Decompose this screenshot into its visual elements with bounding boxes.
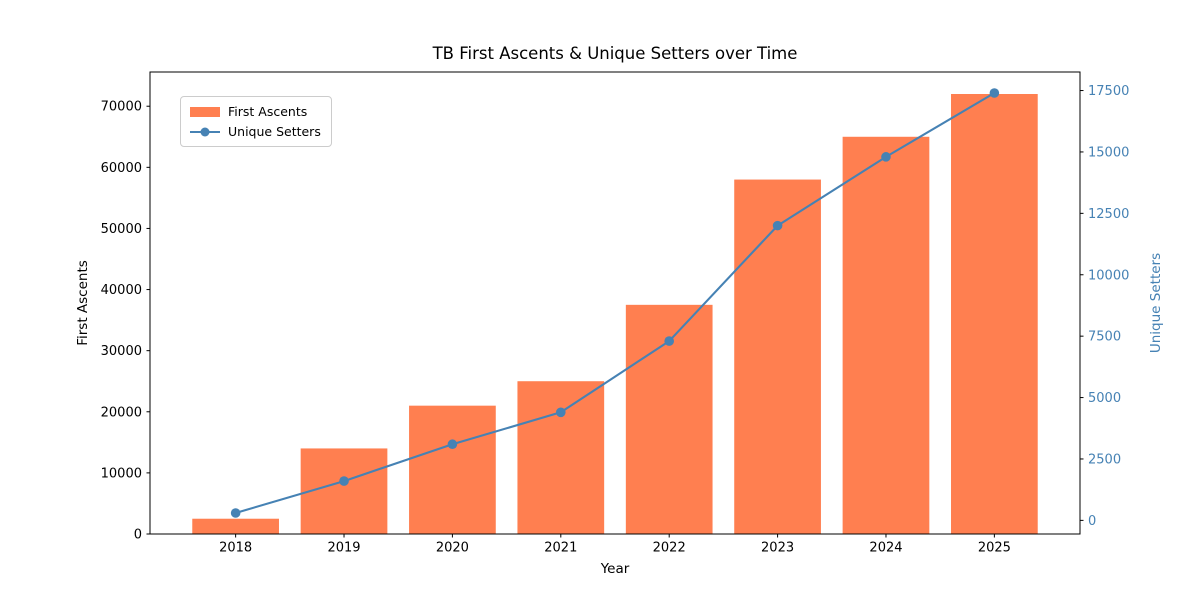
y-tick-label-left-50000: 50000 [101,222,142,237]
y-tick-label-left-0: 0 [134,528,142,543]
legend: First Ascents Unique Setters [180,96,332,147]
x-tick-label-2024: 2024 [869,541,902,556]
line-point-2025 [989,88,1000,98]
line-point-2023 [772,220,783,231]
line-point-2024 [881,152,891,162]
y-tick-label-left-20000: 20000 [101,405,142,420]
y-tick-label-right-5000: 5000 [1088,391,1121,406]
y-tick-label-left-70000: 70000 [101,100,142,115]
bars-group [192,94,1038,534]
y-tick-label-right-10000: 10000 [1088,268,1129,283]
bar-2021 [517,381,605,534]
line-point-2020 [447,439,458,450]
y-tick-label-left-60000: 60000 [101,161,142,176]
x-tick-label-2022: 2022 [653,541,686,556]
ticks-group: 0 10000 20000 30000 40000 50000 60000 70000 0 250… [101,84,1130,555]
legend-bar-swatch [190,106,220,118]
y-tick-label-right-15000: 15000 [1088,145,1129,160]
y-tick-label-right-12500: 12500 [1088,207,1129,222]
legend-line-swatch [190,126,220,138]
unique-setters-line [234,91,996,515]
y-axis-label-right: Unique Setters [1148,252,1164,354]
legend-entry-unique-setters: Unique Setters [190,124,321,139]
legend-label-unique-setters: Unique Setters [228,124,321,139]
line-group [230,88,1000,518]
y-axis-label-left: First Ascents [75,260,91,346]
y-tick-label-left-40000: 40000 [101,283,142,298]
bar-2019 [300,448,388,534]
bar-2024 [842,136,930,534]
y-tick-label-left-30000: 30000 [101,344,142,359]
y-tick-label-right-17500: 17500 [1088,84,1129,99]
legend-label-first-ascents: First Ascents [228,104,308,119]
line-marker-icon [200,127,210,136]
legend-entry-first-ascents: First Ascents [190,104,321,119]
bar-2018 [192,518,279,534]
axes-frame [149,71,1081,535]
y-tick-label-right-0: 0 [1088,514,1096,529]
bar-swatch-icon [190,106,220,117]
x-tick-label-2023: 2023 [761,541,794,556]
line-point-2019 [339,476,349,486]
x-tick-label-2019: 2019 [327,541,360,556]
line-point-2018 [230,508,241,518]
chart-title: TB First Ascents & Unique Setters over T… [432,44,798,63]
line-point-2022 [664,336,674,346]
y-tick-label-right-7500: 7500 [1088,330,1121,345]
bar-2023 [734,179,821,534]
x-tick-label-2021: 2021 [544,541,577,556]
bar-2025 [951,94,1038,534]
x-tick-label-2018: 2018 [219,541,252,556]
bar-2020 [409,405,496,534]
axes-group [149,71,1081,535]
x-tick-label-2025: 2025 [978,541,1011,556]
line-point-2021 [556,407,566,418]
x-axis-label: Year [600,561,630,577]
y-tick-label-left-10000: 10000 [101,466,142,481]
x-tick-label-2020: 2020 [436,541,469,556]
y-tick-label-right-2500: 2500 [1088,452,1121,467]
